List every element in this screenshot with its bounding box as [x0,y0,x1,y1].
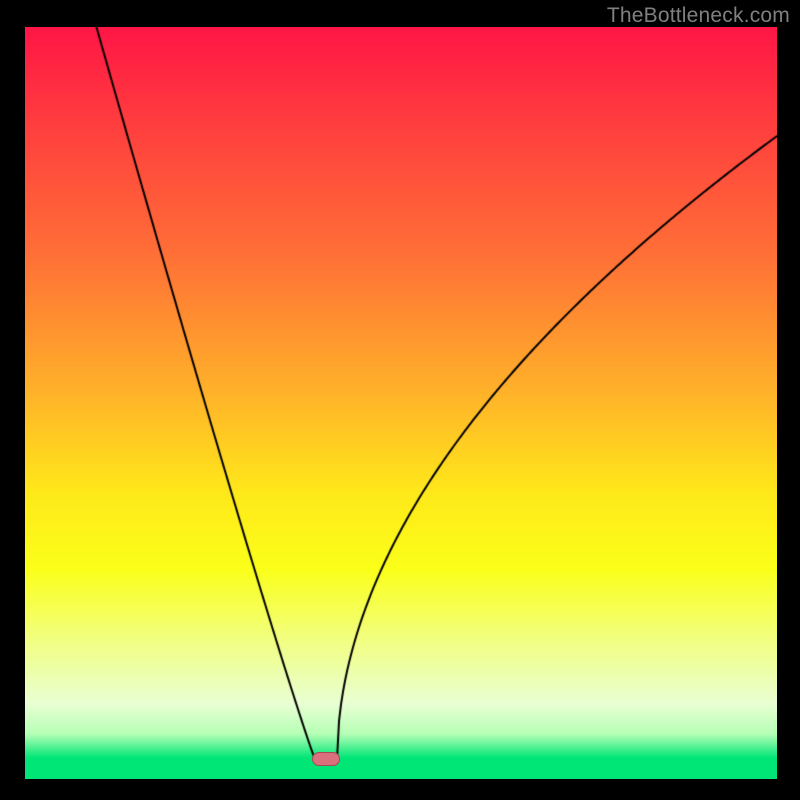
optimal-marker [312,752,340,766]
watermark-label: TheBottleneck.com [607,4,790,28]
chart-frame: TheBottleneck.com [0,0,800,800]
bottleneck-plot [25,27,777,779]
bottleneck-curve [25,27,777,779]
